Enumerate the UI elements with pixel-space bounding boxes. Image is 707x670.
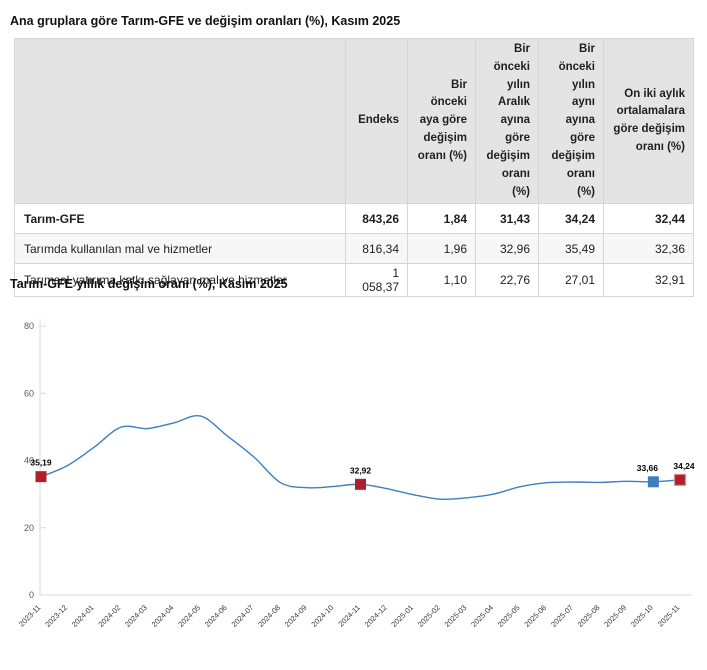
x-tick-label: 2024-12 xyxy=(363,603,389,629)
row-label: Tarımsal yatırıma katkı sağlayan mal ve … xyxy=(14,263,346,298)
row-label: Tarım-GFE xyxy=(14,203,346,235)
x-tick-label: 2024-09 xyxy=(283,603,309,629)
row-label: Tarımda kullanılan mal ve hizmetler xyxy=(14,233,346,265)
cell-value: 1 058,37 xyxy=(345,263,408,298)
x-tick-label: 2023-11 xyxy=(17,603,42,628)
x-tick-label: 2023-12 xyxy=(43,603,69,629)
col-header-annual-change: Bir önceki yılın aynı ayına göre değişim… xyxy=(538,37,604,205)
y-tick-label: 80 xyxy=(24,321,34,331)
x-tick-label: 2024-01 xyxy=(70,603,96,629)
data-point-label: 33,66 xyxy=(637,463,659,473)
cell-value: 32,96 xyxy=(475,233,539,265)
x-tick-label: 2025-05 xyxy=(496,603,522,629)
x-tick-label: 2025-01 xyxy=(389,603,415,629)
x-tick-label: 2025-08 xyxy=(576,603,602,629)
y-tick-label: 40 xyxy=(24,456,34,466)
y-tick-label: 20 xyxy=(24,523,34,533)
data-point-label: 32,92 xyxy=(350,465,372,475)
chart-title: Tarım-GFE yıllık değişim oranı (%), Kası… xyxy=(10,277,288,291)
data-point-marker xyxy=(673,473,687,486)
col-header-monthly-change: Bir önceki aya göre değişim oranı (%) xyxy=(407,37,476,205)
data-point-marker xyxy=(35,471,47,483)
x-tick-label: 2024-10 xyxy=(309,603,335,629)
cell-value: 34,24 xyxy=(538,203,604,235)
x-tick-label: 2024-04 xyxy=(150,603,176,629)
x-tick-label: 2024-06 xyxy=(203,603,229,629)
col-header-endeks: Endeks xyxy=(345,37,408,205)
x-tick-label: 2024-11 xyxy=(336,603,361,628)
table-row: Tarımsal yatırıma katkı sağlayan mal ve … xyxy=(14,263,694,298)
x-tick-label: 2024-02 xyxy=(96,603,122,629)
y-tick-label: 60 xyxy=(24,388,34,398)
cell-value: 32,36 xyxy=(603,233,694,265)
x-tick-label: 2024-08 xyxy=(256,603,282,629)
x-tick-label: 2024-05 xyxy=(176,603,202,629)
x-tick-label: 2025-03 xyxy=(443,603,469,629)
table-title: Ana gruplara göre Tarım-GFE ve değişim o… xyxy=(10,14,401,28)
x-tick-label: 2025-07 xyxy=(549,603,575,629)
data-point-label: 34,24 xyxy=(673,461,695,471)
cell-value: 32,44 xyxy=(603,203,694,235)
cell-value: 31,43 xyxy=(475,203,539,235)
cell-value: 816,34 xyxy=(345,233,408,265)
cell-value: 32,91 xyxy=(603,263,694,298)
x-tick-label: 2025-06 xyxy=(522,603,548,629)
table-row: Tarım-GFE 843,26 1,84 31,43 34,24 32,44 xyxy=(14,203,694,235)
col-header-since-december: Bir önceki yılın Aralık ayına göre değiş… xyxy=(475,37,539,205)
cell-value: 22,76 xyxy=(475,263,539,298)
x-tick-label: 2025-10 xyxy=(629,603,655,629)
col-header-12mo-average: On iki aylık ortalamalara göre değişim o… xyxy=(603,37,694,205)
x-tick-label: 2024-07 xyxy=(230,603,256,629)
gfe-table: Endeks Bir önceki aya göre değişim oranı… xyxy=(14,37,694,298)
cell-value: 1,84 xyxy=(407,203,476,235)
x-tick-label: 2025-09 xyxy=(602,603,628,629)
data-point-marker xyxy=(355,478,366,490)
data-point-label: 35,19 xyxy=(30,458,52,468)
x-tick-label: 2025-04 xyxy=(469,603,495,629)
cell-value: 843,26 xyxy=(345,203,408,235)
corner-cell xyxy=(14,37,346,205)
x-tick-label: 2025-02 xyxy=(416,603,442,629)
x-tick-label: 2024-03 xyxy=(123,603,149,629)
table-header-row: Endeks Bir önceki aya göre değişim oranı… xyxy=(14,37,694,205)
y-tick-label: 0 xyxy=(29,590,34,600)
cell-value: 35,49 xyxy=(538,233,604,265)
x-tick-label: 2025-11 xyxy=(656,603,681,628)
cell-value: 27,01 xyxy=(538,263,604,298)
table-row: Tarımda kullanılan mal ve hizmetler 816,… xyxy=(14,233,694,265)
cell-value: 1,10 xyxy=(407,263,476,298)
data-point-marker xyxy=(647,476,659,488)
cell-value: 1,96 xyxy=(407,233,476,265)
